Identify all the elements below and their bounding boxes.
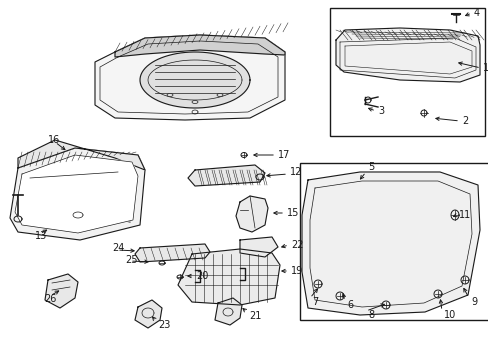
Text: 5: 5	[367, 162, 373, 172]
Polygon shape	[135, 244, 209, 262]
Polygon shape	[45, 274, 78, 308]
Polygon shape	[335, 28, 479, 82]
Text: 22: 22	[290, 240, 303, 250]
Text: 18: 18	[218, 63, 230, 73]
Polygon shape	[10, 148, 145, 240]
Text: 25: 25	[125, 255, 137, 265]
Text: 23: 23	[158, 320, 170, 330]
Text: 26: 26	[44, 294, 56, 304]
Text: 3: 3	[377, 106, 384, 116]
Text: 14: 14	[35, 203, 47, 213]
Polygon shape	[140, 52, 249, 108]
Text: 16: 16	[48, 135, 60, 145]
Text: 10: 10	[443, 310, 455, 320]
Text: 6: 6	[346, 300, 352, 310]
Text: 11: 11	[458, 210, 470, 220]
Polygon shape	[302, 172, 479, 315]
Text: 24: 24	[112, 243, 124, 253]
Polygon shape	[236, 196, 267, 232]
Polygon shape	[115, 35, 285, 57]
Text: 8: 8	[367, 310, 373, 320]
Text: 4: 4	[473, 8, 479, 18]
Text: 1: 1	[482, 63, 488, 73]
Text: 13: 13	[35, 231, 47, 241]
Text: 17: 17	[278, 150, 290, 160]
Text: 7: 7	[311, 297, 318, 307]
Text: 21: 21	[248, 311, 261, 321]
Polygon shape	[95, 35, 285, 120]
Polygon shape	[135, 300, 162, 328]
Text: 9: 9	[470, 297, 476, 307]
Text: 19: 19	[290, 266, 303, 276]
Polygon shape	[15, 155, 138, 233]
Polygon shape	[20, 207, 130, 222]
Polygon shape	[215, 298, 242, 325]
Text: 20: 20	[196, 271, 208, 281]
Bar	[329, 8, 484, 136]
Ellipse shape	[167, 94, 173, 96]
Polygon shape	[178, 249, 280, 305]
Ellipse shape	[192, 100, 198, 104]
Ellipse shape	[217, 94, 223, 96]
Polygon shape	[18, 140, 145, 170]
Text: 2: 2	[461, 116, 468, 126]
Polygon shape	[240, 237, 278, 257]
Text: 15: 15	[286, 208, 299, 218]
Bar	[299, 163, 488, 320]
Text: 12: 12	[289, 167, 302, 177]
Polygon shape	[187, 165, 264, 186]
